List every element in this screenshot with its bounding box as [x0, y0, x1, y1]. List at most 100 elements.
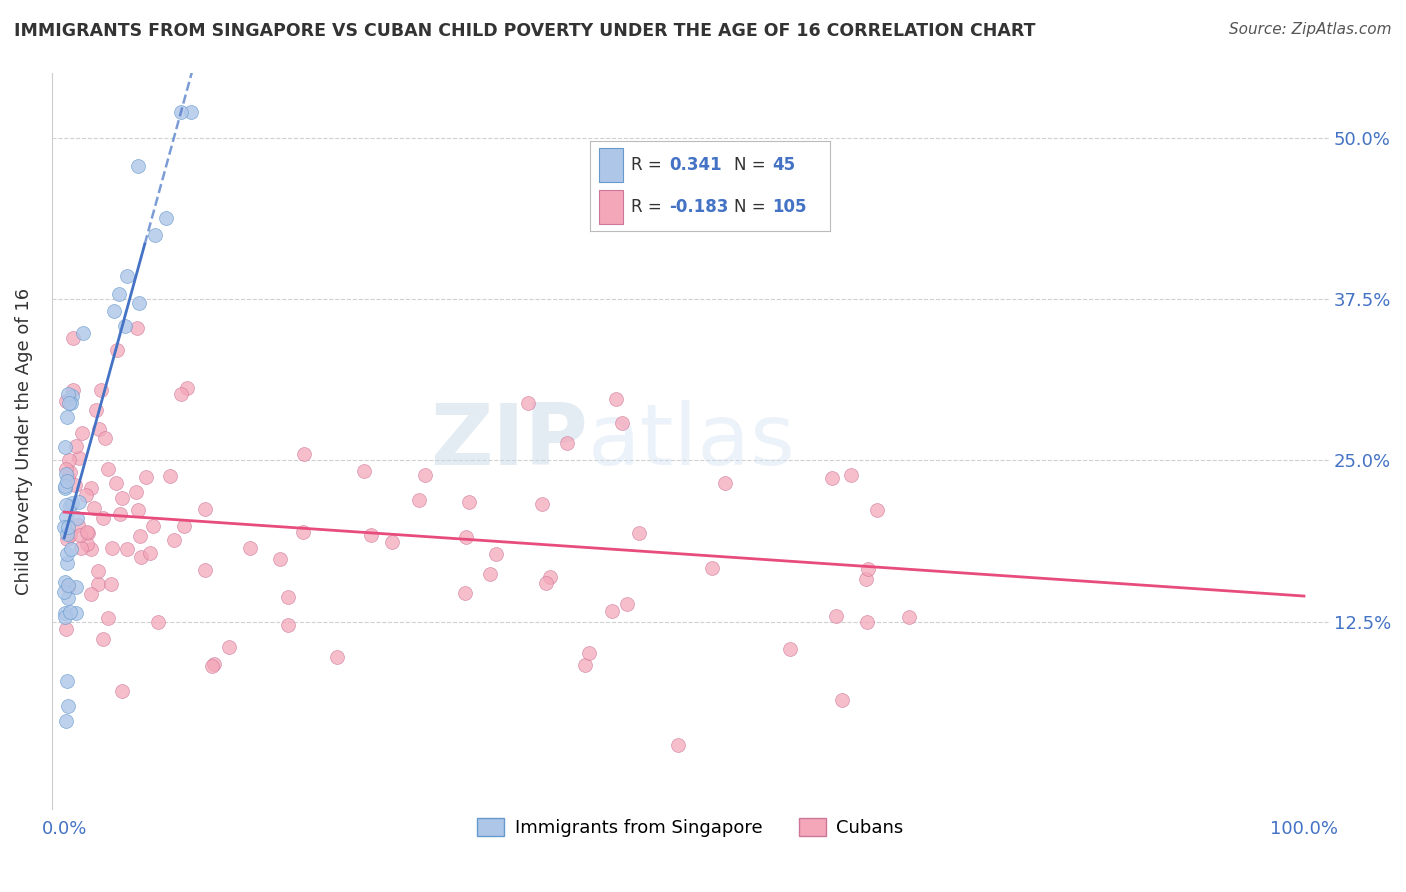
Text: 45: 45	[772, 155, 796, 174]
Point	[53, 574, 76, 589]
Point	[56, 580, 79, 594]
Point	[55, 498, 77, 512]
Point	[77, 526, 100, 541]
Point	[201, 658, 224, 673]
Point	[360, 528, 382, 542]
Point	[479, 567, 502, 582]
Point	[114, 318, 136, 333]
Point	[856, 615, 879, 629]
Point	[821, 471, 844, 485]
Point	[56, 387, 79, 401]
Point	[139, 546, 162, 560]
Point	[610, 416, 633, 430]
Point	[55, 510, 77, 524]
Point	[76, 525, 98, 540]
Point	[65, 439, 87, 453]
Point	[59, 396, 82, 410]
Point	[66, 510, 89, 524]
Point	[173, 519, 195, 533]
Point	[58, 453, 80, 467]
Point	[454, 586, 477, 600]
Point	[80, 541, 103, 556]
Point	[135, 469, 157, 483]
Point	[897, 610, 920, 624]
Point	[170, 387, 193, 401]
Point	[454, 530, 477, 544]
Bar	[599, 190, 623, 224]
Point	[76, 537, 98, 551]
Text: -0.183: -0.183	[669, 197, 728, 216]
Point	[105, 343, 128, 357]
Point	[62, 331, 84, 345]
Point	[53, 440, 76, 454]
Point	[534, 575, 557, 590]
Point	[59, 605, 82, 619]
Point	[69, 541, 91, 555]
Point	[163, 533, 186, 548]
Point	[457, 494, 479, 508]
Point	[70, 425, 93, 440]
Point	[129, 529, 152, 543]
Point	[125, 321, 148, 335]
Point	[56, 527, 79, 541]
Point	[56, 410, 79, 425]
Point	[666, 738, 689, 752]
Text: IMMIGRANTS FROM SINGAPORE VS CUBAN CHILD POVERTY UNDER THE AGE OF 16 CORRELATION: IMMIGRANTS FROM SINGAPORE VS CUBAN CHILD…	[14, 22, 1036, 40]
Point	[97, 611, 120, 625]
Text: atlas: atlas	[588, 400, 796, 483]
Point	[67, 451, 90, 466]
Text: 0.341: 0.341	[669, 155, 721, 174]
Point	[155, 211, 177, 226]
Point	[714, 476, 737, 491]
Point	[53, 519, 76, 533]
Point	[60, 389, 83, 403]
Point	[104, 475, 127, 490]
Point	[415, 467, 437, 482]
Point	[55, 607, 77, 621]
Point	[53, 584, 76, 599]
Point	[125, 484, 148, 499]
Legend: Immigrants from Singapore, Cubans: Immigrants from Singapore, Cubans	[470, 811, 911, 845]
Text: N =: N =	[734, 197, 765, 216]
Bar	[599, 148, 623, 182]
Point	[53, 610, 76, 624]
Point	[56, 673, 79, 688]
Point	[101, 541, 124, 555]
Text: R =: R =	[630, 197, 661, 216]
Point	[277, 590, 299, 604]
Point	[824, 609, 846, 624]
Point	[194, 502, 217, 516]
Point	[55, 547, 77, 561]
Point	[53, 481, 76, 495]
Point	[602, 604, 624, 618]
Point	[408, 492, 430, 507]
Y-axis label: Child Poverty Under the Age of 16: Child Poverty Under the Age of 16	[15, 287, 32, 595]
Point	[83, 501, 105, 516]
Point	[485, 547, 508, 561]
Point	[170, 104, 193, 119]
Text: N =: N =	[734, 155, 765, 174]
Point	[538, 569, 561, 583]
Point	[856, 562, 879, 576]
Point	[142, 518, 165, 533]
Point	[866, 503, 889, 517]
Point	[62, 384, 84, 398]
Point	[110, 507, 132, 521]
Point	[90, 384, 112, 398]
Point	[86, 402, 108, 417]
Point	[530, 497, 553, 511]
Point	[779, 642, 801, 657]
Point	[111, 683, 134, 698]
Point	[56, 557, 79, 571]
Point	[97, 462, 120, 476]
Point	[72, 326, 94, 341]
Point	[66, 518, 89, 533]
Point	[67, 495, 90, 509]
Point	[628, 526, 651, 541]
Point	[110, 491, 132, 505]
Point	[103, 303, 125, 318]
Point	[702, 560, 724, 574]
Point	[55, 622, 77, 636]
Point	[100, 577, 122, 591]
Point	[56, 474, 79, 488]
